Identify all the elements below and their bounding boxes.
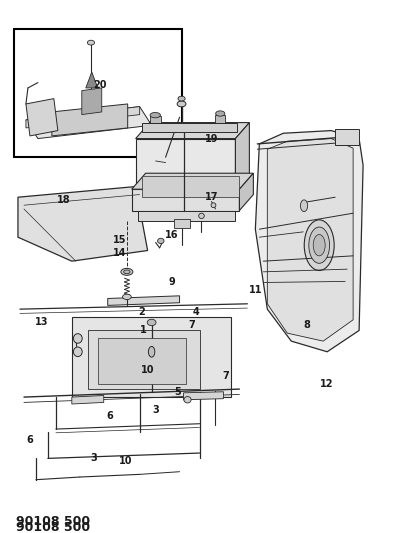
Polygon shape xyxy=(255,131,363,352)
Bar xyxy=(142,176,239,197)
Polygon shape xyxy=(26,99,58,136)
Text: 1: 1 xyxy=(140,326,147,335)
Text: 10: 10 xyxy=(119,456,132,466)
Ellipse shape xyxy=(211,203,216,208)
Polygon shape xyxy=(108,296,180,305)
Bar xyxy=(14,29,182,157)
Bar xyxy=(142,123,237,132)
Ellipse shape xyxy=(147,319,156,326)
Ellipse shape xyxy=(73,347,82,357)
Text: 11: 11 xyxy=(249,286,262,295)
Text: 16: 16 xyxy=(165,230,178,239)
Polygon shape xyxy=(72,395,104,404)
Polygon shape xyxy=(26,107,140,128)
Text: 90108 500: 90108 500 xyxy=(16,521,90,533)
Bar xyxy=(215,115,225,125)
Polygon shape xyxy=(136,139,235,189)
Ellipse shape xyxy=(309,227,330,263)
Ellipse shape xyxy=(158,238,164,244)
Ellipse shape xyxy=(177,101,186,107)
Ellipse shape xyxy=(122,294,131,300)
Text: 3: 3 xyxy=(152,406,159,415)
Polygon shape xyxy=(86,72,98,88)
Ellipse shape xyxy=(199,213,204,219)
Ellipse shape xyxy=(87,40,95,45)
Text: 19: 19 xyxy=(205,134,218,143)
Text: 6: 6 xyxy=(27,435,33,445)
Text: 20: 20 xyxy=(93,80,107,90)
Text: 13: 13 xyxy=(35,318,49,327)
Ellipse shape xyxy=(300,200,308,212)
Polygon shape xyxy=(26,107,152,139)
Ellipse shape xyxy=(124,270,130,274)
Polygon shape xyxy=(18,187,148,261)
Bar xyxy=(88,330,200,389)
Text: 8: 8 xyxy=(304,320,311,330)
Text: 6: 6 xyxy=(107,411,113,421)
Ellipse shape xyxy=(121,269,133,275)
Ellipse shape xyxy=(184,397,191,403)
Text: 15: 15 xyxy=(113,235,126,245)
Bar xyxy=(72,317,231,397)
Text: 4: 4 xyxy=(192,307,199,317)
Polygon shape xyxy=(132,189,239,211)
Polygon shape xyxy=(82,88,102,115)
Ellipse shape xyxy=(215,111,225,116)
Bar xyxy=(335,129,359,145)
Text: 7: 7 xyxy=(222,371,229,381)
Polygon shape xyxy=(132,173,253,189)
Text: 18: 18 xyxy=(57,195,71,205)
Ellipse shape xyxy=(148,346,155,357)
Text: 2: 2 xyxy=(138,307,145,317)
Bar xyxy=(150,116,161,128)
Ellipse shape xyxy=(313,235,325,256)
Bar xyxy=(98,338,186,384)
Ellipse shape xyxy=(304,220,334,271)
Text: 90108 500: 90108 500 xyxy=(16,515,90,528)
Ellipse shape xyxy=(150,112,160,118)
Polygon shape xyxy=(235,123,249,189)
Text: 7: 7 xyxy=(188,320,195,330)
Polygon shape xyxy=(136,123,249,139)
Text: 12: 12 xyxy=(320,379,334,389)
Text: 5: 5 xyxy=(174,387,181,397)
Text: 17: 17 xyxy=(205,192,218,202)
Ellipse shape xyxy=(178,96,185,101)
Polygon shape xyxy=(52,104,128,136)
Bar xyxy=(174,219,190,228)
Polygon shape xyxy=(138,211,235,221)
Text: 9: 9 xyxy=(168,278,175,287)
Text: 10: 10 xyxy=(141,366,154,375)
Polygon shape xyxy=(184,392,223,400)
Polygon shape xyxy=(267,139,353,341)
Text: 14: 14 xyxy=(113,248,126,258)
Polygon shape xyxy=(239,173,253,211)
Text: 3: 3 xyxy=(91,454,97,463)
Ellipse shape xyxy=(73,334,82,343)
